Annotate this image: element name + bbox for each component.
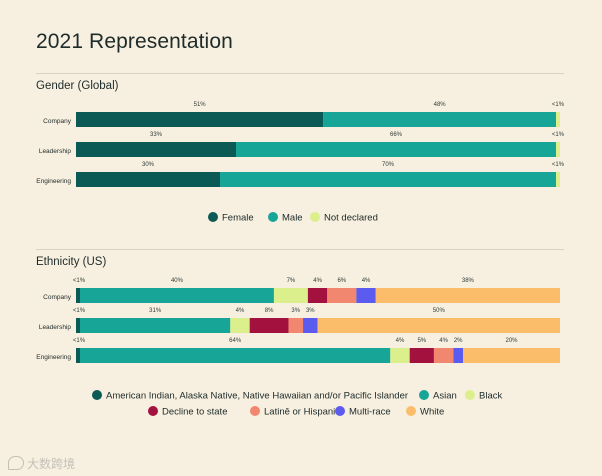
- bar-leadership-white: [317, 318, 560, 333]
- bar-leadership-not-declared: [556, 142, 560, 157]
- watermark: 大数跨境: [8, 455, 75, 472]
- bar-company-not-declared: [556, 112, 560, 127]
- category-label-engineering: Engineering: [36, 354, 71, 361]
- legend-swatch-not-declared: [310, 212, 320, 222]
- section-divider-ethnicity: [36, 249, 564, 250]
- bar-company-female: [76, 112, 324, 127]
- bar-leadership-multi-race: [303, 318, 318, 333]
- legend-label-multi-race: Multi-race: [349, 407, 391, 418]
- data-label-leadership-male: 66%: [390, 132, 403, 138]
- data-label-leadership-white: 50%: [433, 308, 446, 314]
- data-label-company-american-indian-alaska-native-native-hawaiian-and-or-pacific-islander: <1%: [73, 278, 86, 284]
- data-label-engineering-decline-to-state: 5%: [417, 338, 426, 344]
- bar-company-white: [375, 288, 560, 303]
- data-label-company-not-declared: <1%: [552, 102, 565, 108]
- data-label-company-asian: 40%: [171, 278, 184, 284]
- category-label-company: Company: [43, 294, 72, 301]
- bar-leadership-asian: [80, 318, 231, 333]
- bar-engineering-latin-or-hispanic: [433, 348, 454, 363]
- data-label-engineering-female: 30%: [142, 162, 155, 168]
- gender-section-title: Gender (Global): [36, 80, 119, 92]
- watermark-text: 大数跨境: [27, 457, 76, 471]
- category-label-company: Company: [43, 118, 72, 125]
- bar-engineering-white: [463, 348, 560, 363]
- bar-company-latin-or-hispanic: [327, 288, 357, 303]
- data-label-engineering-not-declared: <1%: [552, 162, 565, 168]
- legend-swatch-multi-race: [335, 406, 345, 416]
- data-label-engineering-white: 20%: [506, 338, 519, 344]
- bar-engineering-multi-race: [453, 348, 464, 363]
- bar-leadership-black: [230, 318, 250, 333]
- data-label-leadership-latin-or-hispanic: 3%: [291, 308, 300, 314]
- bar-engineering-asian: [80, 348, 391, 363]
- legend-label-female: Female: [222, 213, 254, 224]
- category-label-engineering: Engineering: [36, 178, 71, 185]
- category-label-leadership: Leadership: [39, 148, 72, 155]
- data-label-leadership-american-indian-alaska-native-native-hawaiian-and-or-pacific-islander: <1%: [73, 308, 86, 314]
- section-divider-gender: [36, 73, 564, 74]
- bar-company-asian: [80, 288, 274, 303]
- bar-leadership-latin-or-hispanic: [288, 318, 304, 333]
- data-label-leadership-not-declared: <1%: [552, 132, 565, 138]
- data-label-company-female: 51%: [194, 102, 207, 108]
- legend-swatch-female: [208, 212, 218, 222]
- ethnicity-section-title: Ethnicity (US): [36, 256, 107, 268]
- data-label-company-male: 48%: [434, 102, 447, 108]
- data-label-company-white: 38%: [462, 278, 475, 284]
- legend-label-male: Male: [282, 213, 303, 224]
- bar-company-american-indian-alaska-native-native-hawaiian-and-or-pacific-islander: [76, 288, 80, 303]
- bar-engineering-female: [76, 172, 220, 187]
- legend-label-black: Black: [479, 391, 502, 402]
- category-label-leadership: Leadership: [39, 324, 72, 331]
- bar-company-male: [323, 112, 556, 127]
- legend-label-white: White: [420, 407, 444, 418]
- bar-engineering-american-indian-alaska-native-native-hawaiian-and-or-pacific-islander: [76, 348, 80, 363]
- bar-company-multi-race: [356, 288, 376, 303]
- data-label-leadership-black: 4%: [236, 308, 245, 314]
- bar-engineering-black: [390, 348, 410, 363]
- data-label-company-decline-to-state: 4%: [313, 278, 322, 284]
- bar-leadership-decline-to-state: [249, 318, 289, 333]
- data-label-engineering-multi-race: 2%: [454, 338, 463, 344]
- bar-leadership-american-indian-alaska-native-native-hawaiian-and-or-pacific-islander: [76, 318, 80, 333]
- data-label-leadership-multi-race: 3%: [306, 308, 315, 314]
- bar-engineering-decline-to-state: [409, 348, 434, 363]
- data-label-leadership-asian: 31%: [149, 308, 162, 314]
- bar-company-black: [273, 288, 308, 303]
- data-label-engineering-asian: 64%: [229, 338, 242, 344]
- legend-swatch-latin-or-hispanic: [250, 406, 260, 416]
- bar-company-decline-to-state: [307, 288, 328, 303]
- bar-leadership-female: [76, 142, 236, 157]
- data-label-engineering-male: 70%: [382, 162, 395, 168]
- data-label-engineering-american-indian-alaska-native-native-hawaiian-and-or-pacific-islander: <1%: [73, 338, 86, 344]
- legend-swatch-black: [465, 390, 475, 400]
- data-label-engineering-black: 4%: [396, 338, 405, 344]
- legend-swatch-asian: [419, 390, 429, 400]
- page-title: 2021 Representation: [36, 30, 233, 53]
- data-label-company-multi-race: 4%: [362, 278, 371, 284]
- bar-engineering-not-declared: [556, 172, 560, 187]
- legend-swatch-white: [406, 406, 416, 416]
- bar-engineering-male: [220, 172, 556, 187]
- legend-swatch-decline-to-state: [148, 406, 158, 416]
- legend-label-latin-or-hispanic: Latinē or Hispanic: [264, 407, 340, 418]
- legend-swatch-male: [268, 212, 278, 222]
- data-label-company-latin-or-hispanic: 6%: [337, 278, 346, 284]
- data-label-company-black: 7%: [287, 278, 296, 284]
- legend-label-decline-to-state: Decline to state: [162, 407, 227, 418]
- legend-label-not-declared: Not declared: [324, 213, 378, 224]
- legend-label-american-indian-alaska-native-native-hawaiian-and-or-pacific-islander: American Indian, Alaska Native, Native H…: [106, 391, 408, 402]
- bar-leadership-male: [236, 142, 556, 157]
- data-label-leadership-female: 33%: [150, 132, 163, 138]
- data-label-leadership-decline-to-state: 8%: [265, 308, 274, 314]
- legend-swatch-american-indian-alaska-native-native-hawaiian-and-or-pacific-islander: [92, 390, 102, 400]
- legend-label-asian: Asian: [433, 391, 457, 402]
- watermark-logo-icon: [8, 456, 24, 470]
- data-label-engineering-latin-or-hispanic: 4%: [439, 338, 448, 344]
